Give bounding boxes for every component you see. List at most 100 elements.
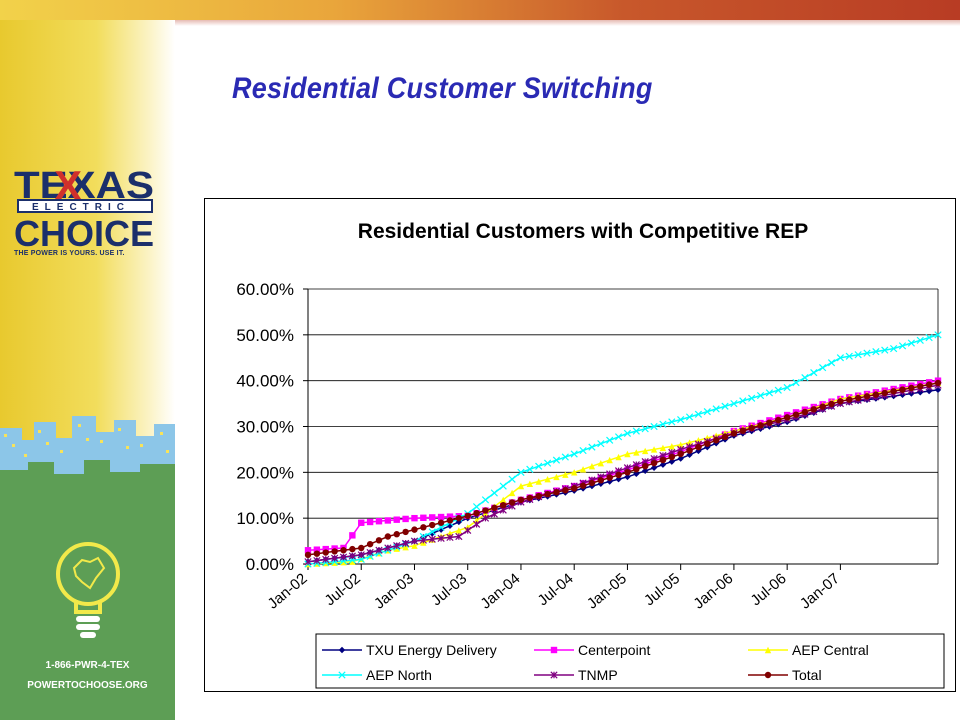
data-point [535, 478, 542, 485]
data-point [659, 456, 667, 464]
data-point [562, 487, 569, 494]
x-tick-label: Jan-02 [265, 570, 311, 613]
y-tick-label: 20.00% [236, 463, 294, 482]
data-point [340, 547, 347, 554]
data-point [881, 389, 888, 397]
data-point [570, 469, 578, 476]
data-point [899, 386, 906, 393]
data-point [774, 386, 782, 394]
data-point [517, 482, 525, 490]
data-point [810, 406, 817, 413]
data-point [615, 453, 622, 461]
legend-item: Total [748, 667, 822, 683]
series-txu-energy-delivery [304, 386, 942, 565]
data-point [686, 447, 693, 454]
phone-number: 1-866-PWR-4-TEX [45, 660, 130, 671]
data-point [411, 542, 418, 549]
data-point [836, 354, 845, 362]
data-point [828, 400, 835, 408]
data-point [473, 510, 480, 517]
data-point [313, 546, 321, 553]
data-point [375, 518, 383, 525]
data-point [544, 476, 551, 483]
data-point [349, 532, 356, 539]
data-point [508, 489, 516, 497]
data-point [641, 463, 649, 470]
data-point [313, 556, 321, 565]
data-point [420, 514, 427, 521]
legend-box [315, 633, 945, 689]
data-point [402, 528, 409, 536]
data-point [872, 348, 880, 356]
data-point [482, 507, 489, 514]
data-point [348, 552, 356, 560]
data-point [544, 490, 551, 498]
data-point [863, 393, 871, 400]
data-point [402, 515, 409, 523]
slide-title: Residential Customer Switching [232, 72, 653, 105]
city-skyline-graphic [0, 416, 175, 500]
data-point [570, 485, 578, 492]
data-point [606, 474, 613, 481]
data-point [650, 422, 658, 431]
data-point [429, 521, 436, 529]
data-point [491, 504, 498, 512]
data-point [854, 351, 862, 359]
top-banner [0, 0, 960, 20]
data-point [934, 331, 942, 339]
data-point [579, 482, 587, 489]
data-point [464, 526, 472, 535]
series-aep-north [304, 331, 942, 568]
data-point [517, 496, 525, 504]
data-point [535, 462, 543, 470]
data-point [641, 425, 649, 433]
data-point [517, 468, 525, 476]
y-tick-label: 30.00% [236, 418, 294, 437]
data-point [615, 471, 622, 479]
data-point [730, 430, 738, 437]
sidebar-green-panel [0, 492, 175, 720]
data-point [606, 436, 614, 444]
data-point [757, 422, 764, 429]
data-point [304, 558, 312, 566]
data-point [358, 544, 365, 552]
data-point [322, 545, 329, 553]
data-point [526, 465, 534, 473]
data-point [349, 545, 356, 553]
data-point [695, 443, 702, 451]
data-point [304, 551, 312, 559]
data-point [845, 352, 853, 360]
x-tick-label: Jul-06 [747, 570, 789, 609]
data-point [393, 542, 401, 550]
data-point [508, 499, 516, 506]
data-point [375, 537, 383, 544]
data-point [730, 399, 738, 408]
data-point [393, 531, 400, 538]
x-tick-label: Jan-03 [371, 570, 417, 613]
data-point [810, 369, 818, 377]
data-point [792, 411, 800, 418]
data-point [650, 446, 658, 453]
legend-label: Centerpoint [578, 642, 650, 658]
data-point [429, 514, 436, 521]
data-point [472, 503, 481, 511]
data-point [721, 402, 729, 410]
legend-label: Total [792, 667, 822, 683]
data-point [401, 539, 410, 547]
data-point [500, 501, 507, 509]
legend-label: TNMP [578, 667, 618, 683]
data-point [437, 519, 445, 526]
data-point [641, 467, 649, 475]
data-point [330, 554, 339, 562]
data-point [721, 433, 729, 441]
data-point [704, 440, 711, 447]
data-point [801, 373, 809, 382]
data-point [677, 441, 684, 449]
data-point [366, 540, 374, 548]
logo-tagline: THE POWER IS YOURS. USE IT. [14, 250, 125, 257]
data-point [801, 408, 809, 416]
line-chart: Residential Customers with Competitive R… [236, 220, 945, 689]
data-point [677, 416, 685, 424]
data-point [766, 419, 773, 426]
data-point [677, 455, 684, 462]
